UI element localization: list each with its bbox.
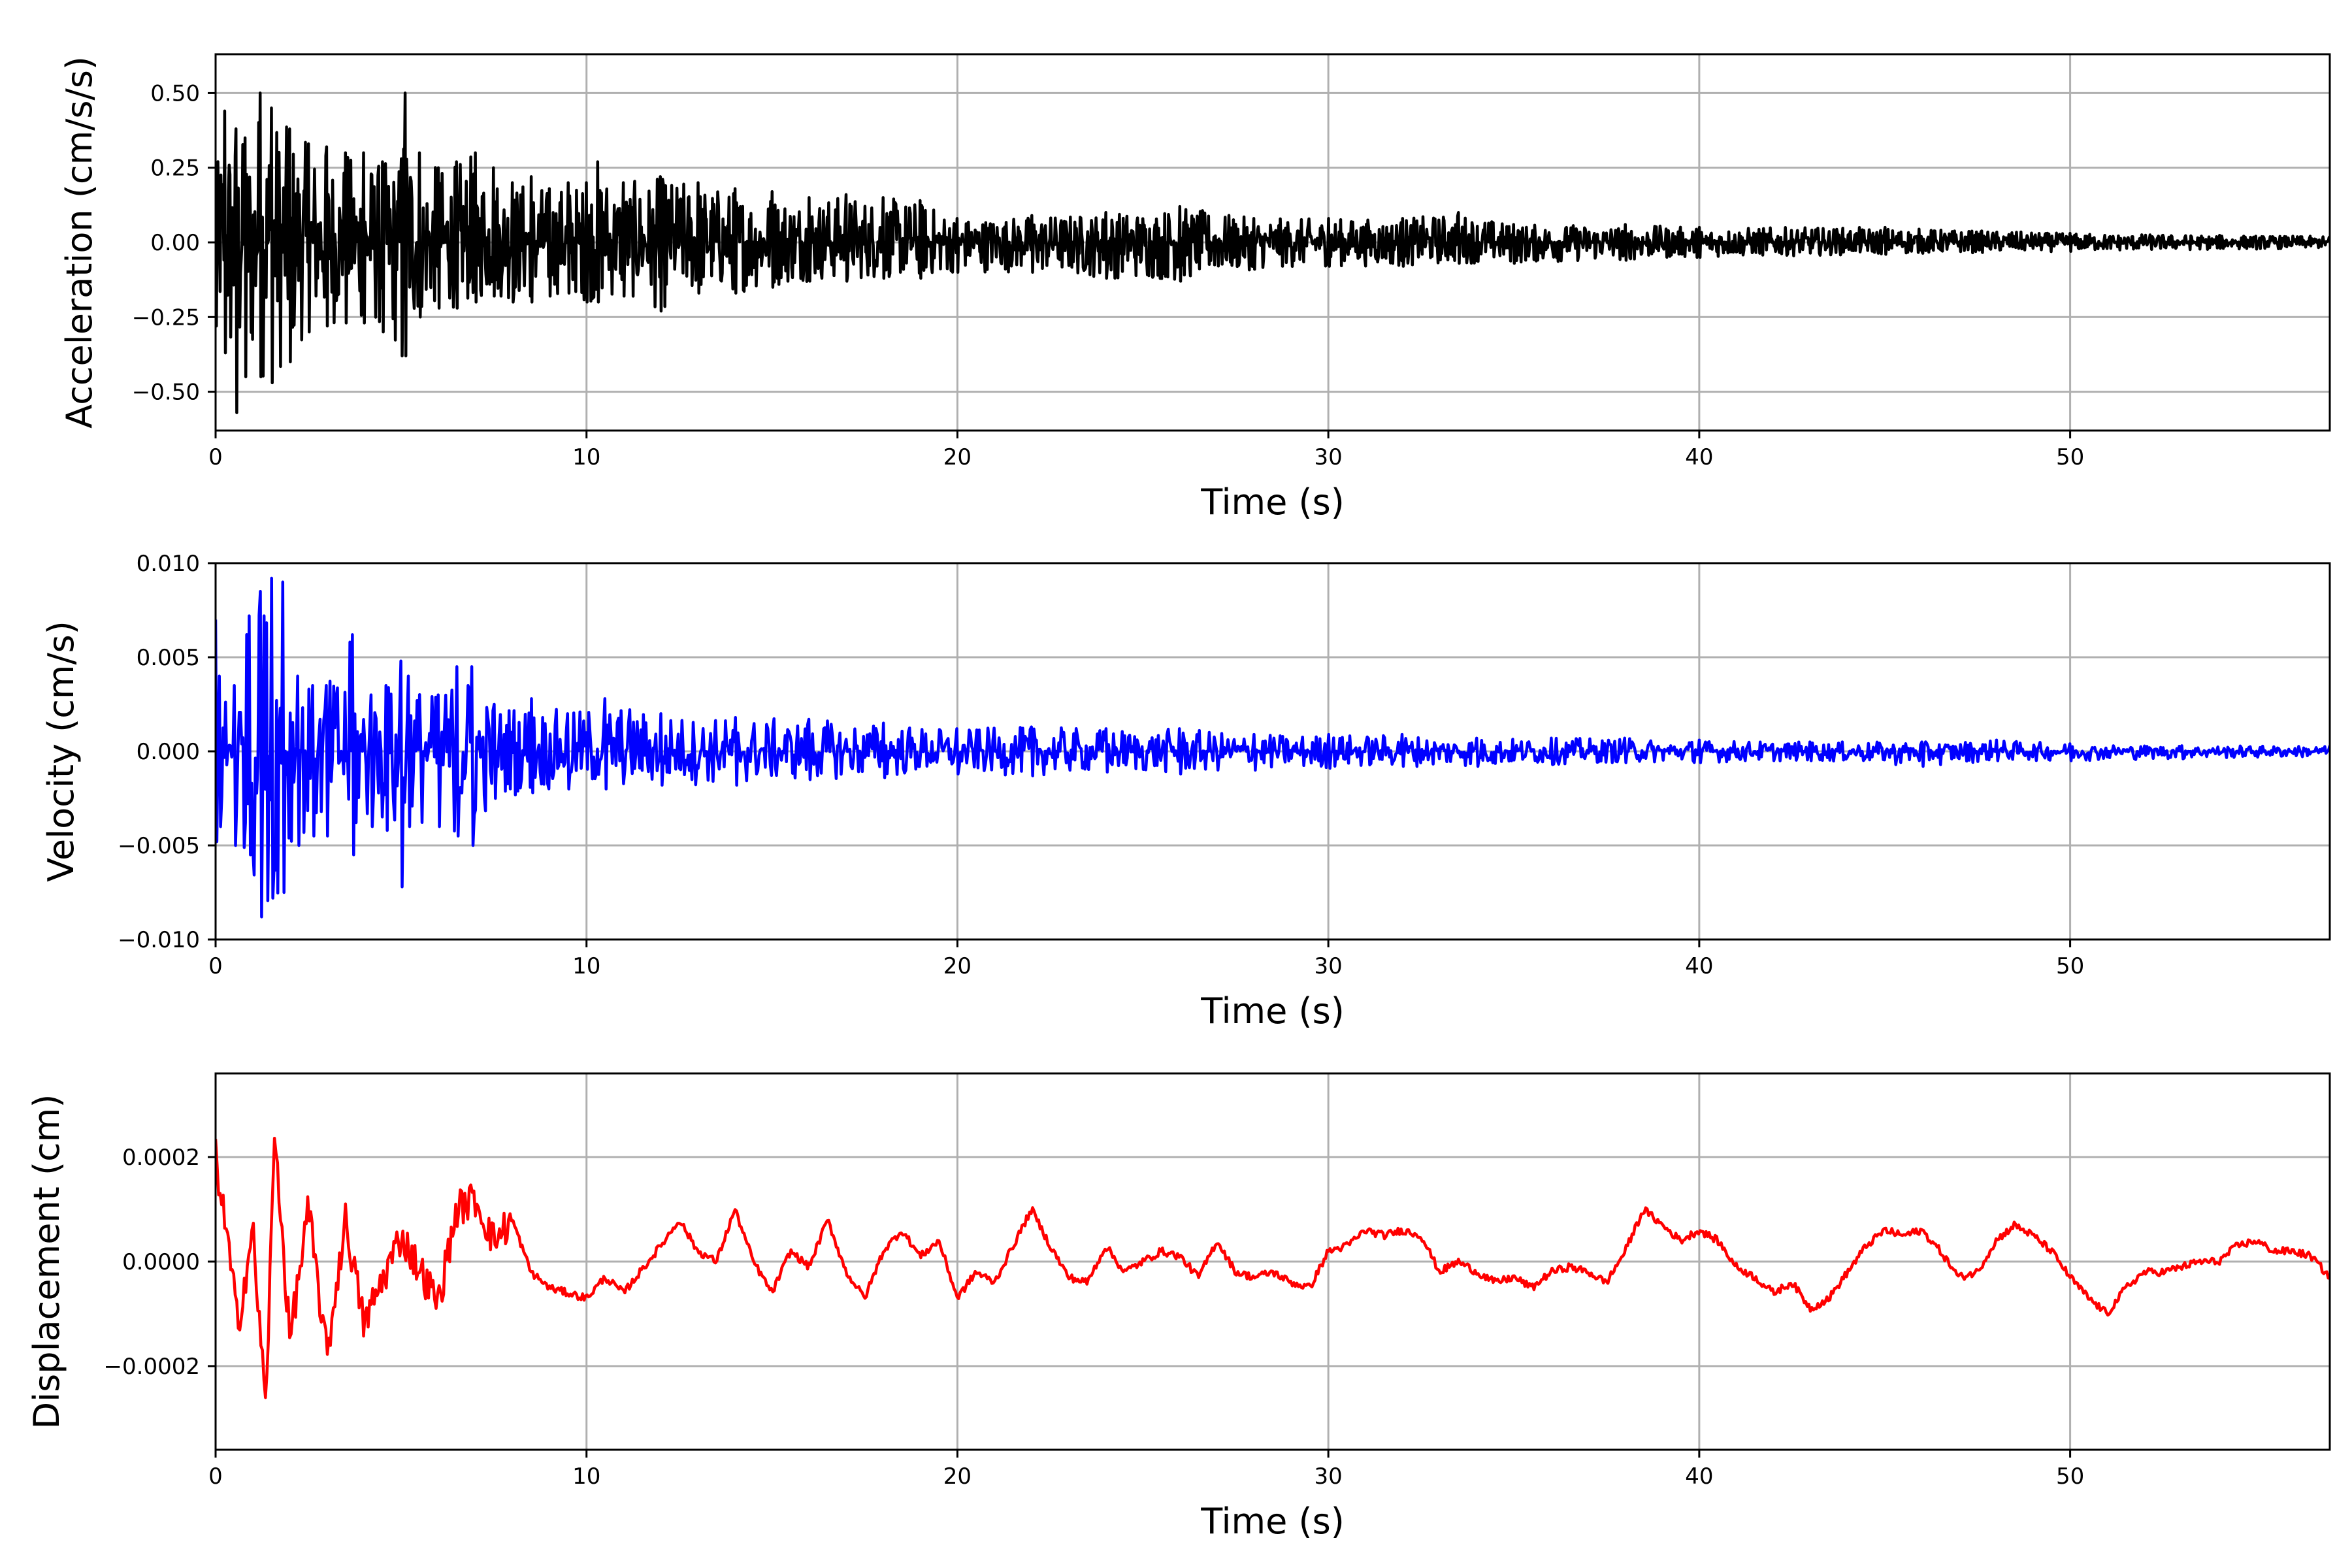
acceleration-yaxis-label: Acceleration (cm/s/s) (59, 56, 100, 429)
acceleration-ytick-label: 0.25 (150, 155, 200, 182)
velocity-xtick-label: 50 (2056, 953, 2084, 979)
velocity-ytick-label: 0.010 (137, 551, 200, 577)
displacement-xtick-label: 0 (208, 1463, 223, 1490)
velocity-xtick-label: 10 (572, 953, 600, 979)
acceleration-xtick-label: 10 (572, 444, 600, 470)
displacement-series-line (216, 1136, 2330, 1399)
velocity-xtick-label: 30 (1315, 953, 1343, 979)
velocity-xtick-label: 40 (1685, 953, 1713, 979)
velocity-panel: 0 10 20 30 40 50 0.010 0.005 0.000 −0.005 −0.010 Ti… (41, 551, 2331, 1032)
acceleration-xtick-label: 20 (943, 444, 972, 470)
acceleration-xaxis-label: Time (s) (1200, 482, 1345, 523)
displacement-ytick-label: 0.0002 (122, 1145, 200, 1171)
velocity-series-line (216, 576, 2330, 919)
displacement-xtick-label: 40 (1685, 1463, 1713, 1490)
velocity-yaxis-label: Velocity (cm/s) (41, 621, 82, 882)
displacement-panel: 0 10 20 30 40 50 0.0002 0.0000 −0.0002 Time (s) Di… (26, 1072, 2331, 1542)
acceleration-ytick-label: 0.00 (150, 230, 200, 256)
acceleration-series-line (216, 91, 2330, 414)
velocity-xtick-label: 0 (208, 953, 223, 979)
velocity-ytick-label: −0.010 (118, 927, 200, 953)
velocity-ytick-label: 0.000 (137, 739, 200, 765)
velocity-xtick-label: 20 (943, 953, 972, 979)
displacement-yaxis-label: Displacement (cm) (26, 1094, 67, 1429)
velocity-ytick-label: −0.005 (118, 833, 200, 859)
acceleration-xtick-label: 50 (2056, 444, 2084, 470)
acceleration-ytick-label: 0.50 (150, 80, 200, 106)
acceleration-ytick-label: −0.25 (132, 304, 200, 331)
acceleration-xtick-label: 0 (208, 444, 223, 470)
acceleration-xtick-label: 40 (1685, 444, 1713, 470)
acceleration-xtick-label: 30 (1315, 444, 1343, 470)
acceleration-ytick-label: −0.50 (132, 380, 200, 406)
velocity-xaxis-label: Time (s) (1200, 990, 1345, 1032)
velocity-ytick-label: 0.005 (137, 645, 200, 671)
acceleration-panel: 0 10 20 30 40 50 0.50 0.25 0.00 −0.25 −0.50 Time (s… (59, 53, 2331, 523)
displacement-xtick-label: 50 (2056, 1463, 2084, 1490)
displacement-xaxis-label: Time (s) (1200, 1501, 1345, 1542)
displacement-ytick-label: −0.0002 (104, 1354, 200, 1380)
displacement-ytick-label: 0.0000 (122, 1249, 200, 1275)
displacement-xtick-label: 30 (1315, 1463, 1343, 1490)
displacement-xtick-label: 10 (572, 1463, 600, 1490)
displacement-xtick-label: 20 (943, 1463, 972, 1490)
